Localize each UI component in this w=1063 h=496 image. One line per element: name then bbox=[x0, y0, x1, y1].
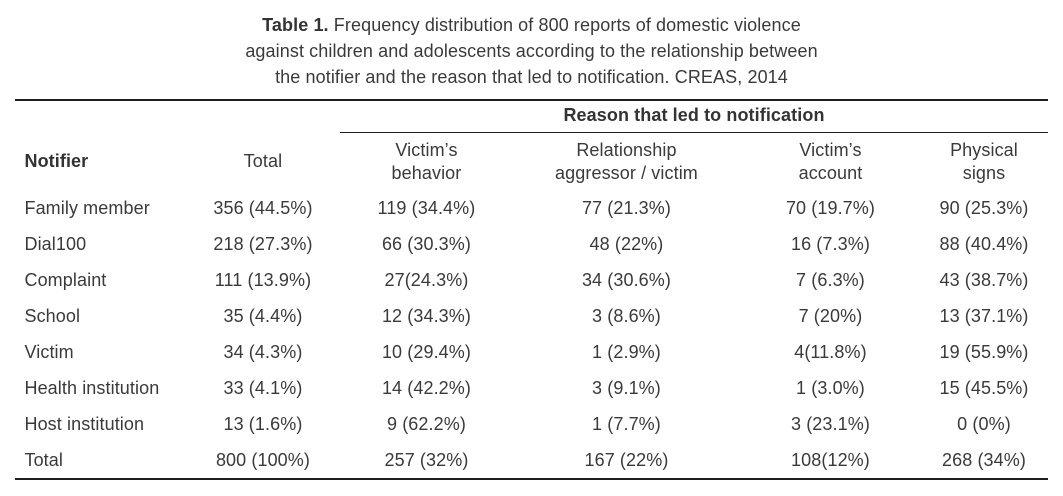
cell-victims-behavior: 257 (32%) bbox=[384, 449, 469, 470]
cell-physical-signs: 88 (40.4%) bbox=[939, 234, 1029, 254]
cell-physical-signs: 19 (55.9%) bbox=[939, 342, 1029, 362]
spanner-header: Reason that led to notification bbox=[340, 100, 1048, 133]
column-header-physical-signs: Physical signs bbox=[920, 133, 1047, 191]
cell-victims-account: 7 (20%) bbox=[798, 306, 863, 326]
cell-notifier: Health institution bbox=[24, 378, 160, 398]
cell-physical-signs: 15 (45.5%) bbox=[939, 378, 1029, 398]
cell-notifier: School bbox=[24, 306, 81, 326]
table-row-host-institution: Host institution 13 (1.6%) 9 (62.2%) 1 (… bbox=[15, 407, 1047, 443]
cell-physical-signs: 0 (0%) bbox=[957, 414, 1011, 434]
cell-physical-signs: 13 (37.1%) bbox=[939, 306, 1029, 326]
cell-notifier: Family member bbox=[24, 198, 150, 218]
caption-line-1: Table 1. Frequency distribution of 800 r… bbox=[72, 12, 992, 38]
table-row-dial100: Dial100 218 (27.3%) 66 (30.3%) 48 (22%) … bbox=[15, 227, 1047, 263]
cell-victims-account: 3 (23.1%) bbox=[790, 414, 870, 434]
column-header-victims-behavior-label: Victim’s behavior bbox=[391, 139, 462, 183]
cell-total: 800 (100%) bbox=[215, 449, 310, 470]
cell-victims-behavior: 12 (34.3%) bbox=[381, 306, 471, 326]
cell-victims-account: 7 (6.3%) bbox=[796, 270, 865, 290]
cell-physical-signs: 90 (25.3%) bbox=[939, 198, 1029, 218]
column-header-physical-signs-label: Physical signs bbox=[950, 139, 1018, 183]
table-row-school: School 35 (4.4%) 12 (34.3%) 3 (8.6%) 7 (… bbox=[15, 299, 1047, 335]
cell-notifier: Complaint bbox=[24, 270, 107, 290]
cell-victims-account: 16 (7.3%) bbox=[790, 234, 870, 254]
column-header-relationship-aggressor-victim: Relationship aggressor / victim bbox=[512, 133, 740, 191]
table-row-health-institution: Health institution 33 (4.1%) 14 (42.2%) … bbox=[15, 371, 1047, 407]
cell-relationship: 167 (22%) bbox=[584, 449, 669, 470]
cell-physical-signs: 268 (34%) bbox=[942, 449, 1026, 470]
caption-line-3: the notifier and the reason that led to … bbox=[275, 67, 788, 87]
table-row-complaint: Complaint 111 (13.9%) 27(24.3%) 34 (30.6… bbox=[15, 263, 1047, 299]
table-row-family-member: Family member 356 (44.5%) 119 (34.4%) 77… bbox=[15, 191, 1047, 227]
cell-relationship: 3 (9.1%) bbox=[592, 378, 661, 398]
cell-victims-behavior: 66 (30.3%) bbox=[381, 234, 471, 254]
cell-notifier: Dial100 bbox=[24, 234, 87, 254]
cell-victims-behavior: 10 (29.4%) bbox=[381, 342, 471, 362]
frequency-table: Reason that led to notification Notifier… bbox=[15, 99, 1048, 480]
cell-victims-behavior: 14 (42.2%) bbox=[381, 378, 471, 398]
caption-line-1-text: Frequency distribution of 800 reports of… bbox=[333, 15, 801, 35]
cell-total: 34 (4.3%) bbox=[223, 342, 303, 362]
cell-victims-behavior: 119 (34.4%) bbox=[377, 198, 476, 218]
cell-victims-account: 108(12%) bbox=[791, 449, 870, 470]
caption-line-2: against children and adolescents accordi… bbox=[245, 41, 818, 61]
cell-total: 111 (13.9%) bbox=[214, 270, 312, 290]
cell-notifier: Victim bbox=[24, 342, 74, 362]
cell-total: 35 (4.4%) bbox=[223, 306, 303, 326]
cell-victims-account: 4(11.8%) bbox=[794, 342, 867, 362]
cell-victims-behavior: 9 (62.2%) bbox=[386, 414, 466, 434]
cell-notifier: Total bbox=[24, 449, 63, 470]
cell-victims-account: 70 (19.7%) bbox=[785, 198, 875, 218]
column-header-victims-behavior: Victim’s behavior bbox=[340, 133, 512, 191]
table-caption: Table 1. Frequency distribution of 800 r… bbox=[72, 12, 992, 90]
cell-total: 13 (1.6%) bbox=[223, 414, 303, 434]
column-header-row: Notifier Total Victim’s behavior Relatio… bbox=[15, 133, 1047, 191]
table-row-total: Total 800 (100%) 257 (32%) 167 (22%) 108… bbox=[15, 443, 1047, 479]
cell-physical-signs: 43 (38.7%) bbox=[939, 270, 1029, 290]
cell-victims-account: 1 (3.0%) bbox=[796, 378, 865, 398]
spanner-row: Reason that led to notification bbox=[15, 100, 1048, 133]
cell-relationship: 1 (2.9%) bbox=[592, 342, 661, 362]
column-header-total: Total bbox=[243, 151, 283, 171]
column-header-victims-account: Victim’s account bbox=[740, 133, 920, 191]
column-header-relationship-aggressor-victim-label: Relationship aggressor / victim bbox=[555, 139, 698, 183]
cell-total: 356 (44.5%) bbox=[213, 198, 313, 218]
cell-relationship: 77 (21.3%) bbox=[581, 198, 671, 218]
cell-total: 33 (4.1%) bbox=[223, 378, 303, 398]
cell-relationship: 48 (22%) bbox=[589, 234, 664, 254]
cell-relationship: 1 (7.7%) bbox=[592, 414, 661, 434]
column-header-notifier: Notifier bbox=[24, 151, 89, 171]
cell-total: 218 (27.3%) bbox=[213, 234, 313, 254]
caption-label: Table 1. bbox=[262, 15, 329, 35]
spanner-spacer bbox=[15, 100, 340, 133]
cell-victims-behavior: 27(24.3%) bbox=[384, 270, 469, 290]
cell-relationship: 3 (8.6%) bbox=[592, 306, 661, 326]
cell-notifier: Host institution bbox=[24, 414, 145, 434]
column-header-victims-account-label: Victim’s account bbox=[798, 139, 863, 183]
table-row-victim: Victim 34 (4.3%) 10 (29.4%) 1 (2.9%) 4(1… bbox=[15, 335, 1047, 371]
cell-relationship: 34 (30.6%) bbox=[581, 270, 671, 290]
